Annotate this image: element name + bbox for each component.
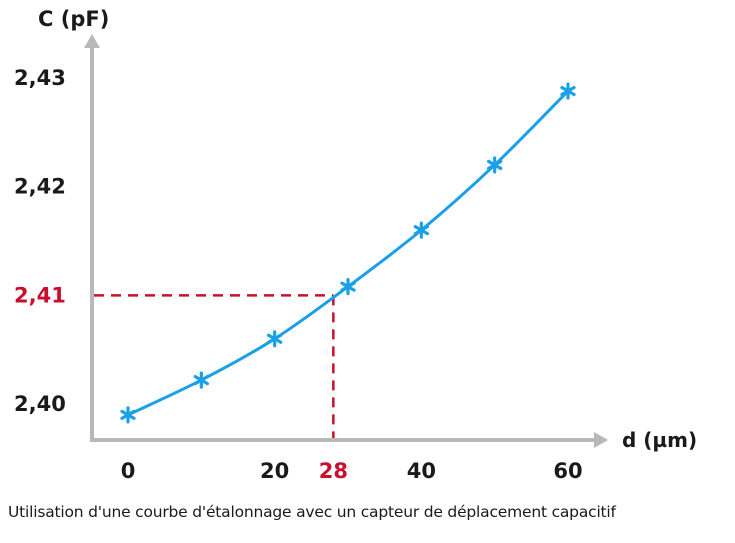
x-tick-label: 40	[407, 459, 436, 483]
x-axis-arrow	[594, 432, 608, 448]
data-point-marker	[413, 221, 429, 239]
data-point-marker	[193, 371, 209, 389]
data-point-marker	[487, 156, 503, 174]
calibration-curve	[126, 89, 570, 417]
x-tick-label: 0	[121, 459, 136, 483]
y-tick-label: 2,43	[14, 66, 66, 90]
x-tick-label: 20	[260, 459, 289, 483]
chart-canvas: C (pF) d (µm) 2,40 2,42 2,43 0 20 40 60 2,41 28	[14, 7, 697, 483]
y-tick-label: 2,42	[14, 175, 66, 199]
y-axis-arrow	[84, 34, 100, 48]
y-tick-label: 2,40	[14, 392, 66, 416]
data-point-marker	[340, 278, 356, 296]
data-point-marker	[120, 406, 136, 424]
x-tick-label: 60	[553, 459, 582, 483]
data-point-marker	[560, 82, 576, 100]
x-axis-label: d (µm)	[622, 428, 697, 452]
figure-caption: Utilisation d'une courbe d'étalonnage av…	[8, 503, 616, 521]
data-point-marker	[267, 330, 283, 348]
annotation-x-label: 28	[319, 459, 348, 483]
y-axis-label: C (pF)	[38, 7, 109, 31]
annotation-y-label: 2,41	[14, 283, 66, 307]
